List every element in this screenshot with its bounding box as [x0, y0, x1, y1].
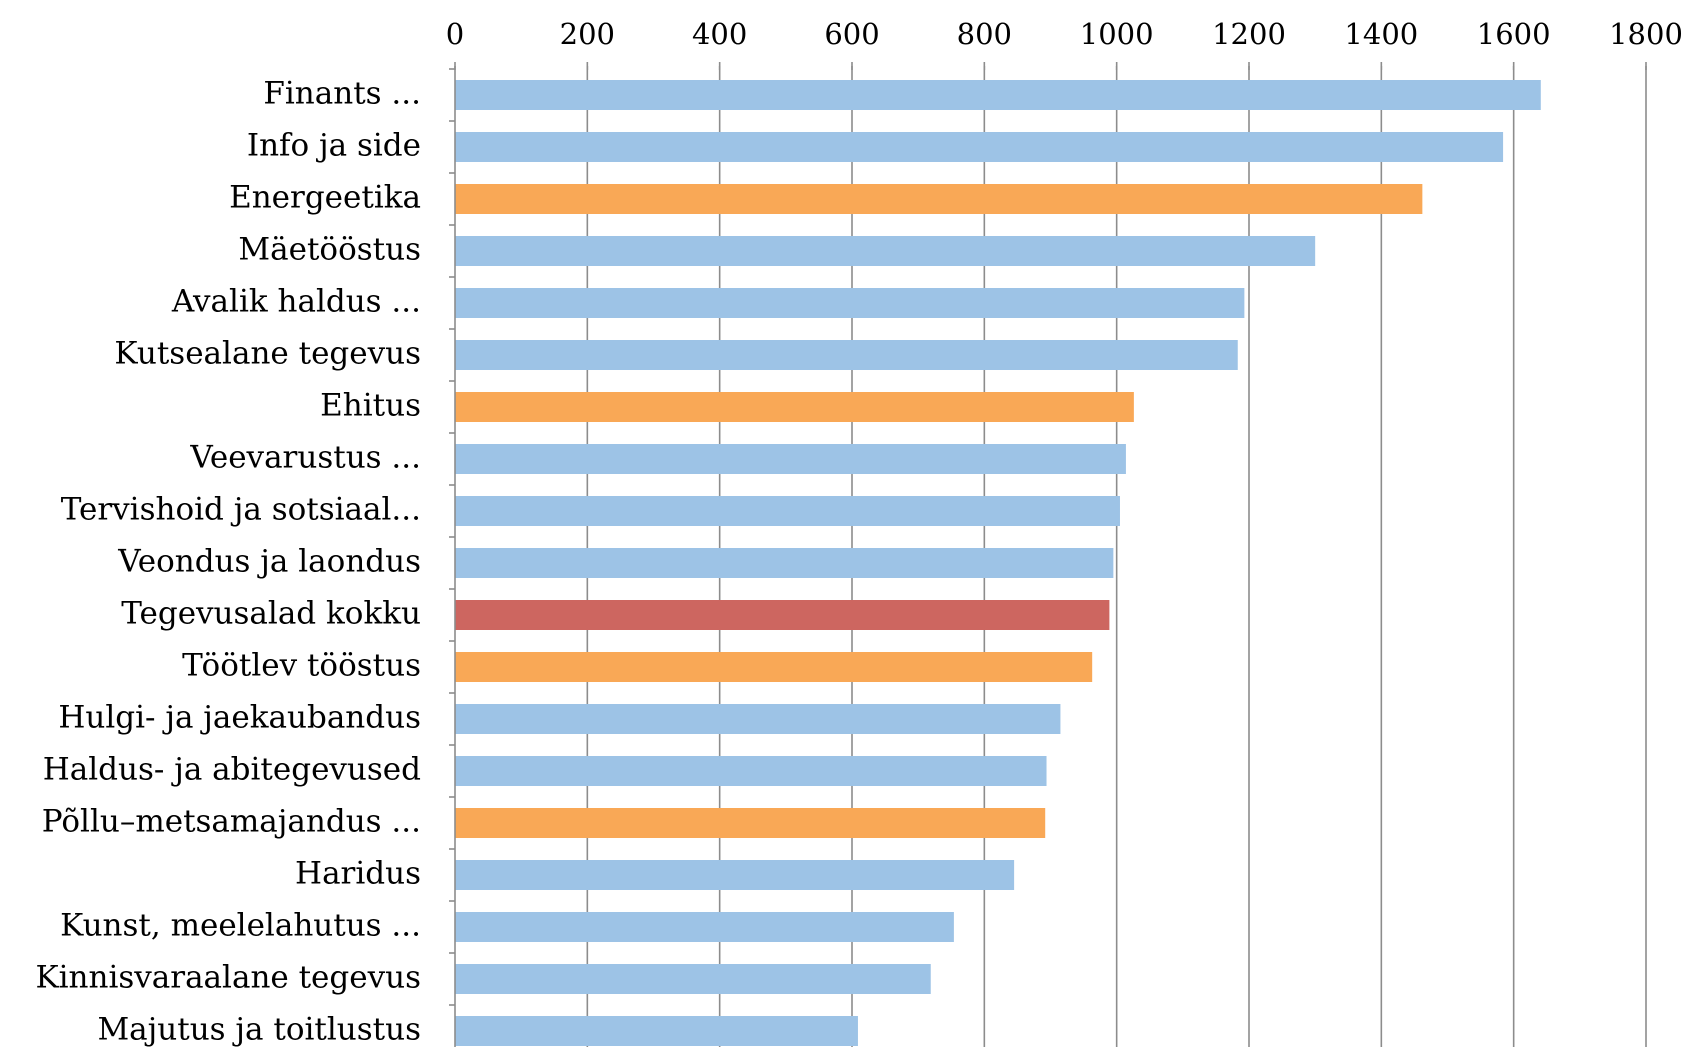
bar — [455, 1016, 858, 1046]
bar — [455, 860, 1015, 890]
x-tick-label: 600 — [824, 17, 879, 51]
bars — [455, 80, 1541, 1046]
category-label: Veevarustus ... — [189, 440, 421, 476]
category-label: Mäetööstus — [238, 232, 421, 268]
x-tick-label: 1400 — [1344, 17, 1418, 51]
category-labels: Finants ... Info ja side Energeetika Mäetöö… — [35, 76, 421, 1047]
x-tick-label: 400 — [692, 17, 747, 51]
bar — [455, 548, 1114, 578]
category-axis — [449, 66, 456, 1047]
category-label: Haldus- ja abitegevused — [43, 752, 421, 788]
bar — [455, 80, 1541, 110]
category-label: Kinnisvaraalane tegevus — [35, 960, 421, 996]
x-tick-label: 800 — [957, 17, 1012, 51]
bar — [455, 964, 931, 994]
x-tick-label: 0 — [446, 17, 464, 51]
bar — [455, 704, 1061, 734]
category-label: Hulgi- ja jaekaubandus — [58, 700, 421, 736]
x-tick-label: 1800 — [1609, 17, 1683, 51]
x-tick-label: 1000 — [1080, 17, 1154, 51]
category-label: Info ja side — [247, 128, 421, 164]
bar — [455, 184, 1423, 214]
category-label: Põllu–metsamajandus ... — [42, 804, 421, 840]
category-label: Töötlev tööstus — [182, 648, 421, 684]
x-tick-label: 200 — [560, 17, 615, 51]
bar — [455, 600, 1110, 630]
value-axis-ticks: 0 200 400 600 800 1000 1200 1400 1600 1800 — [446, 17, 1683, 70]
bar — [455, 236, 1316, 266]
bar — [455, 288, 1245, 318]
category-label: Ehitus — [320, 388, 421, 424]
category-label: Haridus — [295, 856, 421, 892]
bar — [455, 912, 954, 942]
category-label: Majutus ja toitlustus — [97, 1012, 421, 1047]
category-label: Veondus ja laondus — [117, 544, 421, 580]
category-label: Energeetika — [229, 180, 421, 216]
category-label: Tervishoid ja sotsiaal... — [61, 492, 421, 528]
gridlines — [586, 66, 1647, 1047]
category-label: Kunst, meelelahutus ... — [60, 908, 421, 944]
bar — [455, 444, 1126, 474]
x-tick-label: 1600 — [1477, 17, 1551, 51]
bar — [455, 808, 1046, 838]
bar — [455, 756, 1047, 786]
category-label: Avalik haldus ... — [171, 284, 421, 320]
category-label: Tegevusalad kokku — [121, 596, 421, 632]
x-tick-label: 1200 — [1212, 17, 1286, 51]
category-label: Finants ... — [263, 76, 421, 112]
bar — [455, 652, 1093, 682]
category-label: Kutsealane tegevus — [114, 336, 421, 372]
bar — [455, 392, 1134, 422]
bar — [455, 496, 1120, 526]
bar — [455, 340, 1238, 370]
bar — [455, 132, 1504, 162]
